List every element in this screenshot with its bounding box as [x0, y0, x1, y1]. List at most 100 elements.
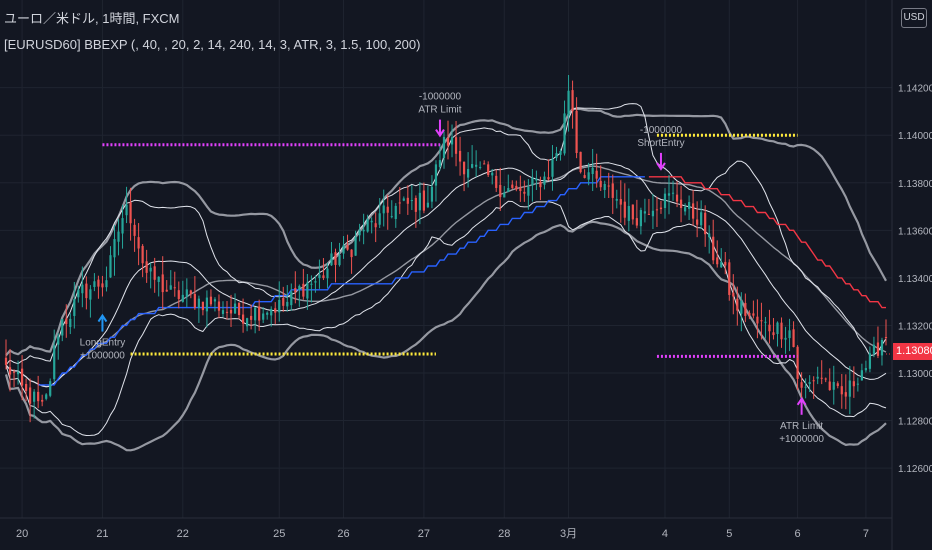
candle-body — [422, 190, 426, 211]
candle-body — [101, 283, 104, 288]
candle-body — [402, 198, 405, 201]
candle-body — [45, 394, 48, 399]
candle-body — [884, 337, 888, 339]
candle-body — [85, 283, 88, 299]
candle-body — [77, 289, 80, 298]
candle-body — [20, 368, 24, 386]
candle-body — [137, 237, 140, 249]
candle-body — [820, 377, 823, 379]
candle-body — [338, 254, 341, 266]
candle-body — [358, 229, 361, 236]
candle-body — [442, 136, 446, 158]
candle-body — [81, 284, 84, 294]
candle-body — [519, 187, 522, 191]
grid-lines — [0, 0, 892, 518]
candle-body — [290, 291, 293, 306]
signal-label-top: ATR Limit — [780, 421, 823, 432]
candle-body — [511, 184, 514, 188]
last-price-label: 1.13080 — [893, 343, 932, 360]
candle-body — [318, 274, 321, 279]
candle-body — [390, 216, 393, 218]
price-axis[interactable]: 1.14200 1.14000 1.13800 1.13600 1.13400 1.132… — [885, 84, 932, 475]
candle-body — [225, 311, 229, 313]
candle-body — [69, 318, 72, 328]
candle-body — [752, 313, 755, 316]
candle-body — [587, 172, 590, 180]
candle-body — [270, 308, 273, 316]
candle-body — [539, 181, 542, 188]
inner-band-lower — [5, 200, 887, 436]
candle-body — [503, 192, 506, 198]
candle-body — [683, 207, 687, 212]
candlesticks — [4, 75, 888, 423]
candle-body — [330, 253, 333, 266]
candle-body — [262, 313, 265, 320]
candle-body — [784, 337, 787, 340]
candle-body — [458, 150, 462, 162]
candle-body — [141, 245, 144, 264]
candle-body — [547, 177, 550, 180]
candle-body — [860, 370, 863, 381]
candle-body — [756, 316, 759, 324]
candle-body — [366, 219, 369, 232]
candle-body — [185, 289, 188, 297]
candle-body — [24, 383, 28, 391]
candle-body — [591, 167, 594, 175]
inner-band-basis — [5, 162, 887, 388]
candle-body — [16, 371, 20, 375]
candle-body — [740, 301, 743, 314]
candle-body — [872, 344, 876, 354]
candle-body — [824, 378, 827, 380]
candle-body — [334, 252, 337, 265]
candle-body — [856, 383, 859, 385]
candle-body — [623, 201, 626, 218]
candle-body — [414, 197, 417, 212]
candle-body — [322, 275, 325, 279]
symbol-title: ユーロ／米ドル, 1時間, FXCM — [4, 11, 180, 26]
indicator-title: [EURUSD60] BBEXP (, 40, , 20, 2, 14, 240… — [4, 37, 421, 52]
candle-body — [692, 203, 695, 219]
candle-body — [880, 339, 884, 356]
candle-body — [615, 198, 618, 201]
candle-body — [229, 309, 233, 314]
price-tick-label: 1.14000 — [898, 131, 932, 142]
outer-bollinger-bands — [4, 107, 887, 452]
candle-body — [157, 276, 160, 282]
candle-body — [374, 223, 377, 228]
time-tick-label: 26 — [337, 528, 349, 540]
candle-body — [53, 345, 56, 380]
candle-body — [129, 202, 132, 224]
candle-body — [362, 229, 365, 232]
candle-body — [712, 236, 715, 261]
candle-body — [816, 376, 819, 379]
candle-body — [342, 245, 345, 254]
candle-body — [41, 399, 44, 402]
candle-body — [258, 306, 261, 321]
candle-body — [113, 239, 116, 258]
currency-button[interactable]: USD — [901, 8, 927, 28]
time-tick-label: 25 — [273, 528, 285, 540]
time-tick-label: 3月 — [560, 528, 577, 540]
candle-body — [378, 213, 381, 225]
candle-body — [828, 381, 831, 391]
candle-body — [479, 166, 482, 168]
candle-body — [302, 283, 305, 297]
candle-body — [836, 383, 839, 386]
candle-body — [471, 164, 474, 168]
candle-body — [764, 321, 767, 323]
buy-arrowhead-icon — [97, 313, 108, 323]
candle-body — [716, 257, 719, 265]
candle-body — [314, 281, 317, 283]
candle-body — [603, 183, 606, 191]
time-tick-label: 6 — [795, 528, 801, 540]
candle-body — [450, 137, 454, 145]
price-tick-label: 1.13600 — [898, 226, 932, 237]
candle-body — [635, 218, 638, 226]
candle-body — [298, 285, 301, 290]
candle-body — [515, 185, 518, 190]
candle-body — [57, 336, 60, 345]
candle-body — [700, 212, 703, 226]
signal-label-top: LongEntry — [80, 338, 126, 349]
time-axis[interactable]: 20 21 22 25 26 27 28 3月 4 5 6 7 — [16, 528, 869, 540]
